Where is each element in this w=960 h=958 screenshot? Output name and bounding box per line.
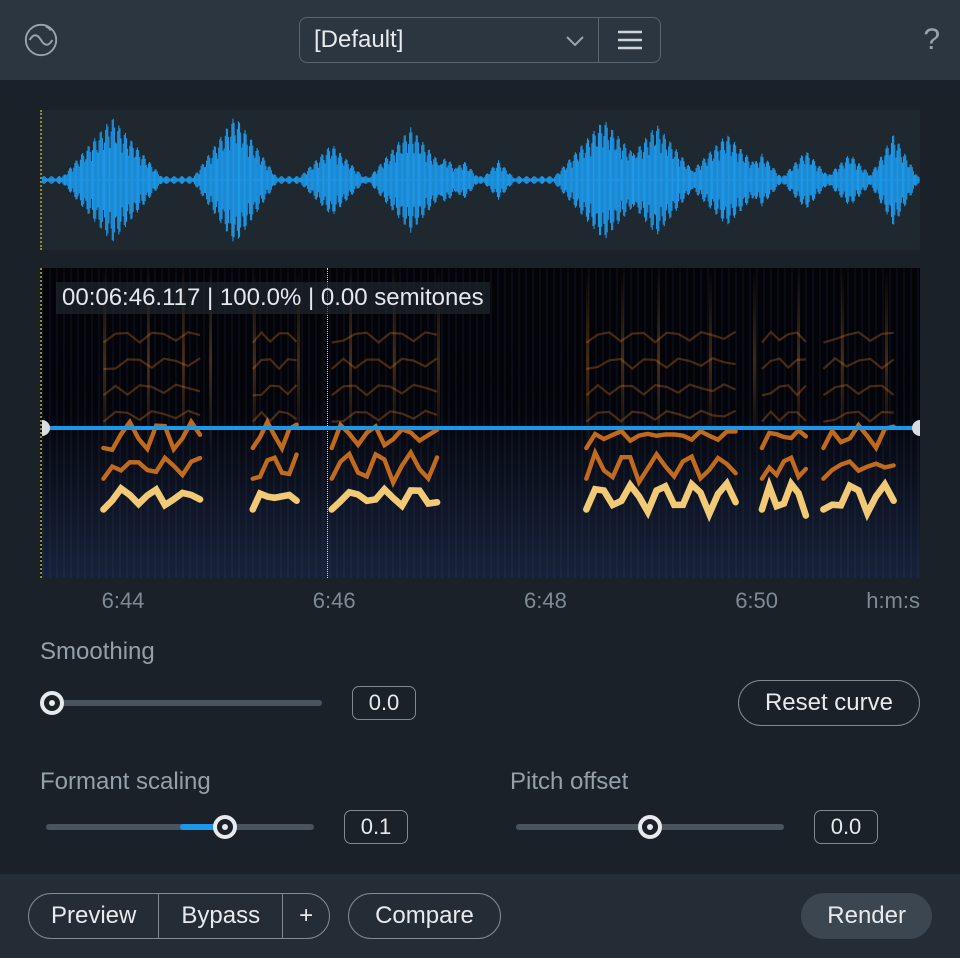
time-ruler-tick: 6:44 bbox=[102, 588, 145, 614]
pitch-offset-block: Pitch offset 0.0 bbox=[510, 768, 920, 844]
time-ruler: h:m:s 6:44 6:46 6:48 6:50 bbox=[40, 584, 920, 620]
chevron-down-icon bbox=[566, 26, 584, 54]
add-button[interactable]: + bbox=[283, 894, 329, 938]
spectrogram-info-label: 00:06:46.117 | 100.0% | 0.00 semitones bbox=[56, 282, 490, 314]
time-ruler-tick: 6:46 bbox=[313, 588, 356, 614]
formant-scaling-label: Formant scaling bbox=[40, 768, 450, 796]
preset-dropdown[interactable]: [Default] bbox=[299, 17, 599, 63]
hamburger-menu-button[interactable] bbox=[599, 17, 661, 63]
footer-bar: Preview Bypass + Compare Render bbox=[0, 874, 960, 958]
preset-label: [Default] bbox=[314, 26, 403, 54]
formant-scaling-slider[interactable] bbox=[40, 815, 320, 839]
main-panel: 00:06:46.117 | 100.0% | 0.00 semitones h… bbox=[0, 80, 960, 844]
pitch-offset-label: Pitch offset bbox=[510, 768, 920, 796]
bypass-button[interactable]: Bypass bbox=[159, 894, 283, 938]
formant-scaling-value[interactable]: 0.1 bbox=[344, 810, 408, 844]
time-ruler-unit: h:m:s bbox=[866, 588, 920, 614]
spectrogram-formants bbox=[42, 268, 920, 578]
smoothing-label: Smoothing bbox=[40, 638, 920, 666]
smoothing-slider[interactable] bbox=[40, 691, 328, 715]
time-ruler-tick: 6:50 bbox=[735, 588, 778, 614]
preset-group: [Default] bbox=[299, 17, 661, 63]
header-bar: [Default] ? bbox=[0, 0, 960, 80]
waveform-overview[interactable] bbox=[40, 110, 920, 250]
compare-button[interactable]: Compare bbox=[348, 893, 501, 939]
formant-scaling-block: Formant scaling 0.1 bbox=[40, 768, 450, 844]
playhead-line[interactable] bbox=[327, 268, 328, 578]
spectrogram-view[interactable]: 00:06:46.117 | 100.0% | 0.00 semitones bbox=[40, 268, 920, 578]
app-logo-icon bbox=[20, 19, 62, 61]
help-icon[interactable]: ? bbox=[923, 23, 940, 57]
pitch-curve-line[interactable] bbox=[42, 426, 920, 430]
pitch-offset-value[interactable]: 0.0 bbox=[814, 810, 878, 844]
pitch-offset-slider[interactable] bbox=[510, 815, 790, 839]
time-ruler-tick: 6:48 bbox=[524, 588, 567, 614]
preview-button-group: Preview Bypass + bbox=[28, 893, 330, 939]
smoothing-block: Smoothing 0.0 Reset curve bbox=[40, 638, 920, 726]
preview-button[interactable]: Preview bbox=[29, 894, 159, 938]
reset-curve-button[interactable]: Reset curve bbox=[738, 680, 920, 726]
smoothing-value[interactable]: 0.0 bbox=[352, 686, 416, 720]
render-button[interactable]: Render bbox=[801, 893, 932, 939]
